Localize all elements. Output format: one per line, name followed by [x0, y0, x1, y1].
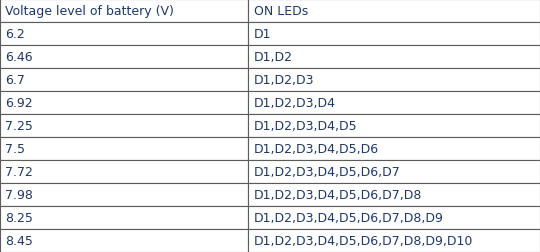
Bar [0, 0, 248, 23]
Bar [0, 23, 248, 46]
Text: 6.7: 6.7 [5, 74, 25, 87]
Text: 7.5: 7.5 [5, 142, 25, 155]
Text: Voltage level of battery (V): Voltage level of battery (V) [5, 5, 174, 18]
Text: D1,D2,D3,D4,D5,D6,D7,D8,D9,D10: D1,D2,D3,D4,D5,D6,D7,D8,D9,D10 [254, 234, 473, 247]
Text: D1,D2,D3,D4,D5: D1,D2,D3,D4,D5 [254, 119, 357, 133]
Bar [248, 46, 540, 69]
Bar [248, 23, 540, 46]
Bar [248, 92, 540, 115]
Bar [0, 92, 248, 115]
Text: 7.98: 7.98 [5, 188, 33, 201]
Bar [248, 183, 540, 206]
Text: 8.25: 8.25 [5, 211, 33, 224]
Bar [0, 115, 248, 137]
Bar [0, 137, 248, 160]
Text: ON LEDs: ON LEDs [254, 5, 308, 18]
Text: 6.2: 6.2 [5, 28, 25, 41]
Bar [248, 0, 540, 23]
Text: 7.72: 7.72 [5, 165, 33, 178]
Bar [248, 115, 540, 137]
Bar [248, 137, 540, 160]
Text: D1,D2,D3,D4,D5,D6,D7,D8,D9: D1,D2,D3,D4,D5,D6,D7,D8,D9 [254, 211, 444, 224]
Text: D1,D2,D3,D4,D5,D6,D7,D8: D1,D2,D3,D4,D5,D6,D7,D8 [254, 188, 422, 201]
Bar [0, 183, 248, 206]
Bar [0, 69, 248, 92]
Bar [248, 206, 540, 229]
Text: D1,D2: D1,D2 [254, 51, 293, 64]
Text: 6.92: 6.92 [5, 97, 33, 110]
Text: D1,D2,D3,D4,D5,D6: D1,D2,D3,D4,D5,D6 [254, 142, 379, 155]
Text: D1: D1 [254, 28, 271, 41]
Text: 6.46: 6.46 [5, 51, 33, 64]
Text: D1,D2,D3: D1,D2,D3 [254, 74, 314, 87]
Text: D1,D2,D3,D4,D5,D6,D7: D1,D2,D3,D4,D5,D6,D7 [254, 165, 401, 178]
Text: D1,D2,D3,D4: D1,D2,D3,D4 [254, 97, 336, 110]
Bar [0, 160, 248, 183]
Bar [0, 46, 248, 69]
Bar [0, 206, 248, 229]
Bar [248, 160, 540, 183]
Text: 7.25: 7.25 [5, 119, 33, 133]
Bar [248, 229, 540, 252]
Text: 8.45: 8.45 [5, 234, 33, 247]
Bar [248, 69, 540, 92]
Bar [0, 229, 248, 252]
